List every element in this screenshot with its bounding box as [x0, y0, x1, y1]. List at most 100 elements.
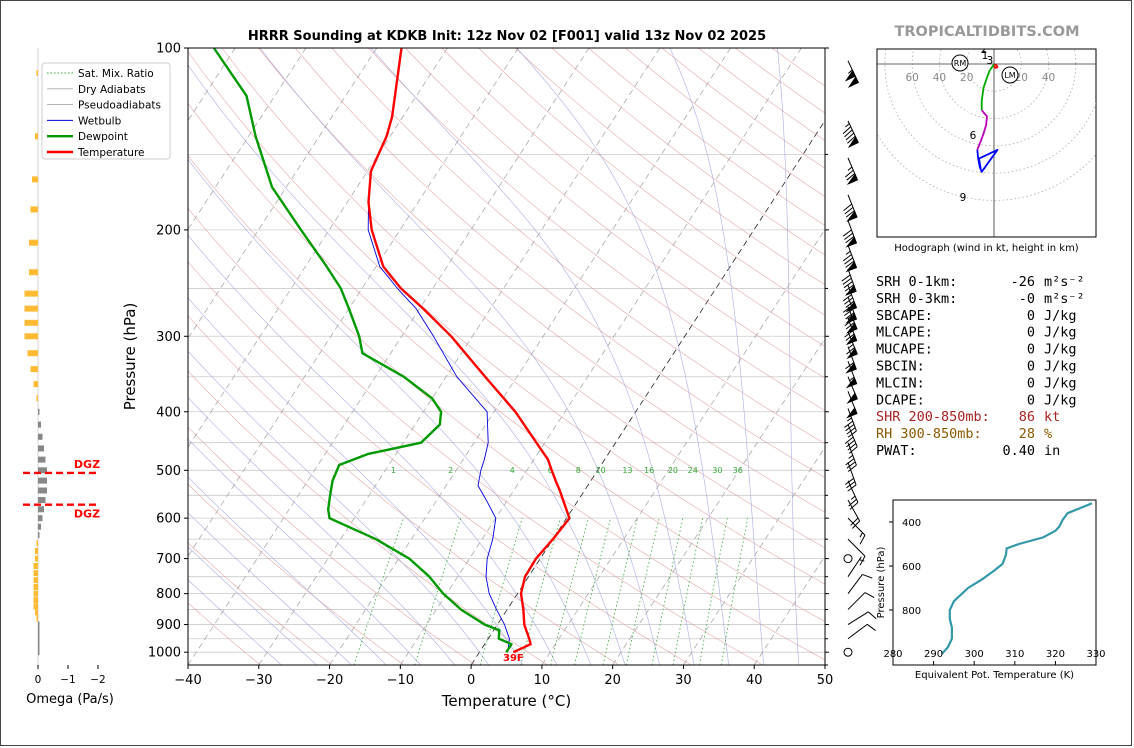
barb-half	[850, 495, 856, 500]
index-unit: kt	[1044, 409, 1060, 425]
legend-entry: Dewpoint	[78, 131, 128, 143]
omega-bar	[32, 176, 38, 183]
y-axis-label: Pressure (hPa)	[121, 303, 139, 411]
dry-adiabat	[188, 542, 333, 665]
dry-adiabat	[368, 48, 825, 411]
omega-bar	[38, 643, 40, 650]
index-unit: J/kg	[1044, 308, 1077, 324]
barb-flag	[845, 333, 858, 346]
moist-adiabat	[188, 350, 490, 665]
moist-adiabat	[777, 48, 799, 665]
mixing-ratio-line	[651, 518, 684, 665]
isotherm-line	[188, 48, 378, 340]
index-label: SRH 0-3km:	[876, 291, 957, 307]
barb-staff	[847, 442, 857, 466]
barb-full	[846, 347, 855, 355]
barb-full	[844, 318, 854, 327]
wind-barb	[847, 611, 877, 625]
x-tick-label: 10	[534, 673, 551, 688]
hodograph-height-label: 1	[982, 50, 989, 62]
dry-adiabat	[331, 48, 825, 445]
dgz-label: DGZ	[74, 458, 100, 471]
barb-staff	[847, 556, 862, 577]
omega-bar	[35, 133, 38, 140]
moist-adiabat	[516, 48, 730, 665]
theta-e-frame	[892, 499, 1097, 666]
barb-full	[845, 300, 855, 308]
hodograph-trace	[993, 63, 999, 69]
barb-half	[848, 69, 853, 74]
moist-adiabat	[188, 234, 558, 665]
storm-motion-label: LM	[1004, 71, 1015, 80]
wind-barb	[846, 376, 858, 404]
omega-bar	[36, 615, 38, 622]
index-unit: J/kg	[1044, 375, 1077, 391]
theta-x-tick-label: 280	[883, 649, 902, 660]
barb-full	[846, 173, 856, 181]
hodograph-height-label: 2	[981, 44, 988, 56]
moist-adiabat	[669, 48, 764, 665]
barb-full	[845, 210, 855, 218]
x-tick-label: 50	[817, 673, 834, 688]
omega-bar	[33, 577, 38, 584]
wind-barb	[847, 517, 866, 545]
mixing-ratio-line	[353, 518, 404, 665]
omega-bar	[38, 421, 41, 428]
barb-half	[848, 454, 854, 459]
barb-flag	[846, 392, 858, 404]
barb-flag	[844, 69, 856, 82]
isotherm-line	[188, 48, 519, 557]
index-row: SBCAPE: 0 J/kg	[876, 308, 1077, 324]
barb-staff	[847, 517, 866, 536]
barb-full	[850, 517, 859, 526]
mixing-ratio-line	[574, 518, 611, 665]
omega-bar	[38, 487, 47, 494]
mixing-ratio-line	[699, 518, 728, 665]
dry-adiabat	[188, 602, 261, 665]
hodograph-caption: Hodograph (wind in kt, height in km)	[894, 243, 1079, 254]
isotherm-line	[188, 48, 307, 231]
isotherm-line	[541, 228, 825, 665]
barb-full	[845, 458, 855, 466]
dry-adiabat	[405, 48, 825, 379]
mixing-ratio-label: 36	[733, 466, 743, 475]
barb-half	[849, 376, 855, 381]
dry-adiabat	[188, 426, 476, 665]
barb-staff	[847, 623, 868, 640]
index-label: SBCIN:	[876, 359, 925, 375]
y-tick-label: 700	[156, 552, 181, 567]
index-unit: m²s⁻²	[1044, 291, 1085, 307]
barb-staff	[847, 538, 866, 557]
barb-full	[864, 592, 875, 598]
index-row: DCAPE: 0 J/kg	[876, 392, 1077, 408]
omega-bar	[27, 350, 38, 357]
omega-bar	[36, 540, 38, 547]
index-label: RH 300-850mb:	[876, 426, 982, 442]
omega-bar	[38, 408, 40, 415]
theta-y-tick-label: 800	[902, 606, 921, 617]
barb-half	[847, 417, 852, 422]
index-unit: J/kg	[1044, 342, 1077, 358]
y-tick-label: 200	[156, 223, 181, 238]
index-row: MLCAPE: 0 J/kg	[876, 325, 1077, 341]
barb-flag	[847, 76, 859, 88]
theta-x-tick-label: 310	[1005, 649, 1024, 660]
omega-bar	[30, 206, 38, 213]
barb-flag	[846, 173, 859, 186]
barb-flag	[845, 261, 858, 273]
barb-staff	[847, 480, 859, 503]
omega-bar	[24, 290, 38, 297]
omega-bar	[38, 515, 43, 522]
wind-barb	[847, 556, 865, 577]
storm-motion-marker	[951, 54, 969, 72]
x-tick-label: 0	[467, 673, 475, 688]
barb-full	[841, 274, 851, 282]
wind-barb	[842, 120, 859, 149]
index-row: SHR 200-850mb: 86 kt	[876, 409, 1060, 425]
barb-staff	[847, 592, 866, 610]
index-label: MLCIN:	[876, 375, 925, 391]
omega-bar	[33, 597, 38, 604]
